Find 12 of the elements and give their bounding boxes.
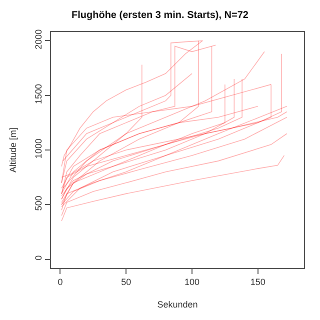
x-tick-label: 150	[250, 276, 266, 287]
y-tick-label: 2000	[33, 29, 44, 50]
x-tick-label: 0	[58, 276, 63, 287]
y-axis-title: Altitude [m]	[8, 127, 18, 173]
y-tick-label: 500	[33, 196, 44, 211]
x-tick-label: 100	[184, 276, 200, 287]
x-axis-title: Sekunden	[157, 300, 198, 310]
y-tick-label: 0	[33, 255, 44, 260]
y-tick-label: 1500	[33, 84, 44, 104]
x-tick-label: 50	[121, 276, 132, 287]
y-tick-label: 1000	[33, 138, 44, 159]
chart-title: Flughöhe (ersten 3 min. Starts), N=72	[72, 10, 249, 22]
